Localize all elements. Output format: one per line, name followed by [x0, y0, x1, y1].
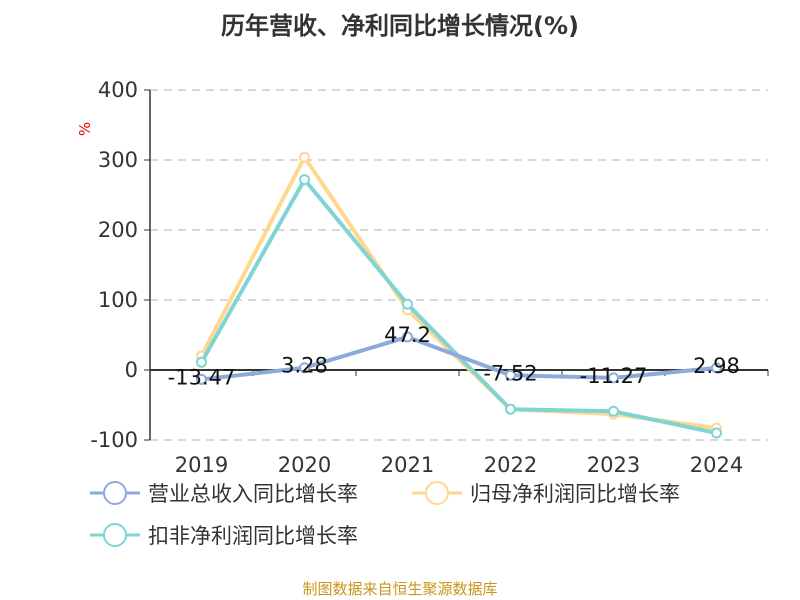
data-source: 制图数据来自恒生聚源数据库: [302, 580, 498, 598]
series-line: [201, 334, 717, 382]
x-tick-label: 2024: [690, 453, 743, 477]
data-point: [711, 362, 722, 374]
legend-label: 归母净利润同比增长率: [470, 482, 680, 506]
legend-label: 扣非净利润同比增长率: [148, 524, 358, 548]
legend-item-deducted-profit[interactable]: 扣非净利润同比增长率: [90, 520, 358, 550]
data-point: [299, 174, 310, 186]
y-tick-label: 200: [98, 218, 138, 242]
data-point: [608, 405, 619, 417]
data-label: 3.28: [281, 354, 328, 378]
x-tick-label: 2022: [484, 453, 537, 477]
x-tick-label: 2023: [587, 453, 640, 477]
data-label: -7.52: [483, 361, 537, 385]
x-tick-label: 2021: [381, 453, 434, 477]
data-label: -13.47: [168, 365, 236, 389]
legend-marker-icon: [90, 523, 140, 547]
data-point: [299, 151, 310, 163]
data-point: [711, 427, 722, 439]
data-label: 2.98: [693, 354, 740, 378]
legend-item-revenue[interactable]: 营业总收入同比增长率: [90, 478, 358, 508]
y-tick-label: 0: [125, 358, 138, 382]
legend-label: 营业总收入同比增长率: [148, 482, 358, 506]
x-tick-label: 2019: [175, 453, 228, 477]
data-point: [402, 298, 413, 310]
series-line: [199, 177, 717, 435]
legend-item-net-profit[interactable]: 归母净利润同比增长率: [412, 478, 680, 508]
y-tick-label: -100: [90, 428, 138, 452]
y-tick-label: 300: [98, 148, 138, 172]
data-point: [299, 362, 310, 374]
chart-title: 历年营收、净利同比增长情况(%): [221, 12, 579, 40]
legend-marker-icon: [412, 481, 462, 505]
data-point: [505, 403, 516, 415]
y-tick-label: 100: [98, 288, 138, 312]
data-point: [196, 373, 207, 385]
data-label: 47.2: [384, 323, 431, 347]
data-point: [402, 331, 413, 343]
data-label: -11.27: [580, 364, 648, 388]
legend-marker-icon: [90, 481, 140, 505]
data-point: [196, 356, 207, 368]
x-tick-label: 2020: [278, 453, 331, 477]
y-tick-label: 400: [98, 78, 138, 102]
data-point: [608, 372, 619, 384]
data-point: [505, 369, 516, 381]
